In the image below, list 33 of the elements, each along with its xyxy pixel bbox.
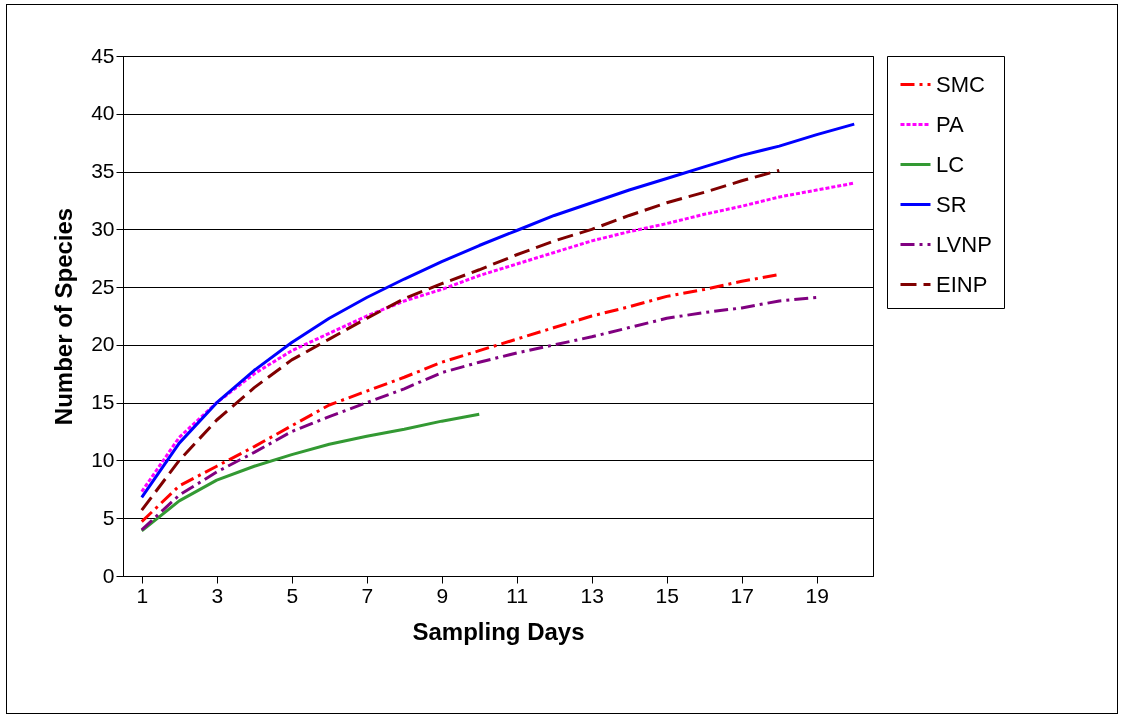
x-tick-label: 7 [361,583,374,607]
legend-label: SMC [936,71,985,97]
legend-label: SR [936,191,967,217]
y-axis-title: Number of Species [50,207,78,426]
x-tick-label: 5 [286,583,299,607]
y-tick-label: 5 [102,505,115,529]
x-tick-label: 1 [136,583,149,607]
legend-label: EINP [936,271,988,297]
x-tick-label: 19 [805,583,829,607]
x-tick-label: 13 [580,583,604,607]
x-tick-label: 11 [506,583,529,607]
line-series [140,168,781,512]
x-tick-label: 3 [211,583,224,607]
y-tick-label: 0 [102,563,115,587]
y-tick-label: 45 [91,43,115,67]
x-tick-label: 9 [436,583,449,607]
y-tick-label: 20 [91,332,115,356]
y-tick-label: 10 [91,447,115,471]
x-axis-title: Sampling Days [412,617,585,645]
y-tick-label: 35 [91,159,115,183]
line-series [140,412,481,533]
legend-label: LVNP [936,231,992,257]
line-series [140,181,856,494]
line-series [140,122,856,499]
y-tick-label: 40 [91,101,115,125]
y-tick-label: 25 [91,274,115,298]
y-tick-label: 30 [91,216,115,240]
x-tick-label: 17 [730,583,754,607]
legend-label: PA [936,111,965,137]
y-tick-label: 15 [91,390,115,414]
legend-label: LC [936,151,965,177]
line-series [140,296,819,532]
x-tick-label: 15 [655,583,679,607]
